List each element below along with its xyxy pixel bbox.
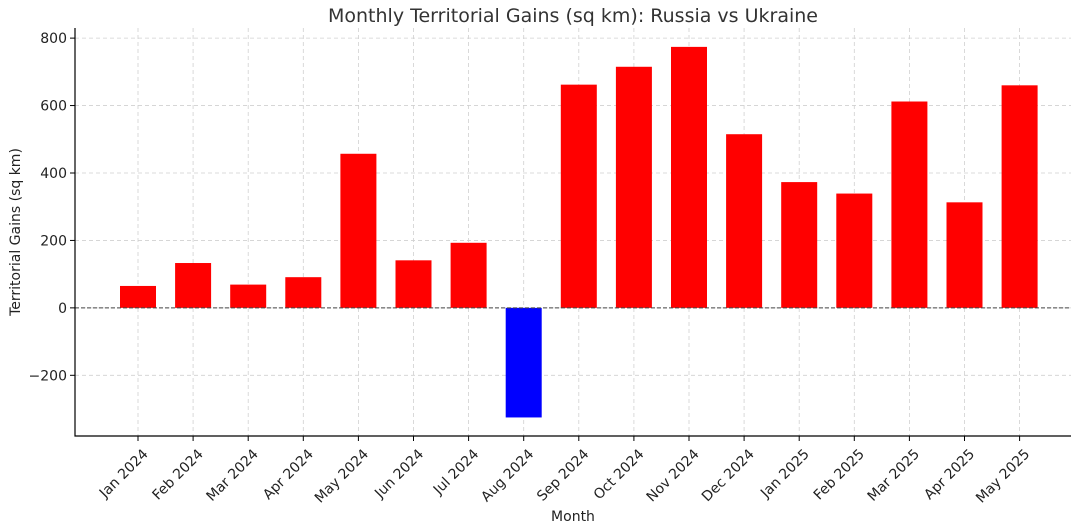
x-tick-label: Mar 2025	[865, 446, 923, 504]
x-tick-label: Aug 2024	[478, 446, 537, 505]
x-tick-label: Jul 2024	[430, 446, 482, 498]
axes-spines	[74, 28, 1071, 437]
x-tick-label: Dec 2024	[699, 446, 758, 505]
x-tick-label: Apr 2024	[260, 446, 317, 503]
bar-may-2025	[1001, 85, 1038, 308]
bar-apr-2025	[946, 202, 983, 308]
x-tick-label: May 2024	[312, 446, 372, 506]
y-tick-label: 200	[40, 233, 67, 249]
x-tick-label: Jan 2024	[96, 446, 152, 502]
y-tick-label: 400	[40, 166, 67, 182]
bar-mar-2024	[230, 284, 267, 308]
bar-feb-2025	[836, 193, 873, 308]
bar-nov-2024	[671, 46, 707, 308]
x-tick-label: Jun 2024	[371, 446, 427, 502]
bar-jun-2024	[395, 260, 432, 308]
bar-jul-2024	[450, 242, 487, 308]
x-tick-label: Feb 2024	[150, 446, 207, 503]
bars-layer	[120, 46, 1038, 418]
bar-sep-2024	[560, 84, 597, 308]
bar-mar-2025	[891, 101, 928, 308]
y-axis-ticks: −200 0 200 400 600 800	[29, 31, 75, 384]
x-tick-label: May 2025	[973, 446, 1033, 506]
x-tick-label: Feb 2025	[811, 446, 868, 503]
y-tick-label: 800	[40, 31, 67, 47]
x-tick-label: Sep 2024	[534, 446, 592, 504]
x-tick-label: Jan 2025	[757, 446, 813, 502]
bar-jan-2025	[781, 182, 818, 308]
bar-aug-2024	[505, 307, 542, 418]
bar-feb-2024	[175, 263, 212, 308]
bar-dec-2024	[726, 134, 763, 308]
x-axis-label: Month	[551, 509, 595, 524]
y-tick-label: 0	[58, 301, 67, 317]
bar-jan-2024	[120, 285, 156, 308]
bar-may-2024	[340, 153, 377, 308]
y-axis-label: Territorial Gains (sq km)	[8, 148, 24, 317]
bar-apr-2024	[285, 277, 322, 308]
x-tick-label: Nov 2024	[644, 446, 703, 505]
bar-oct-2024	[615, 66, 652, 308]
y-tick-label: 600	[40, 99, 67, 115]
x-tick-label: Oct 2024	[591, 446, 648, 503]
x-tick-label: Apr 2025	[921, 446, 978, 503]
y-tick-label: −200	[29, 368, 67, 384]
chart-title: Monthly Territorial Gains (sq km): Russi…	[328, 5, 818, 27]
x-tick-label: Mar 2024	[203, 446, 261, 504]
